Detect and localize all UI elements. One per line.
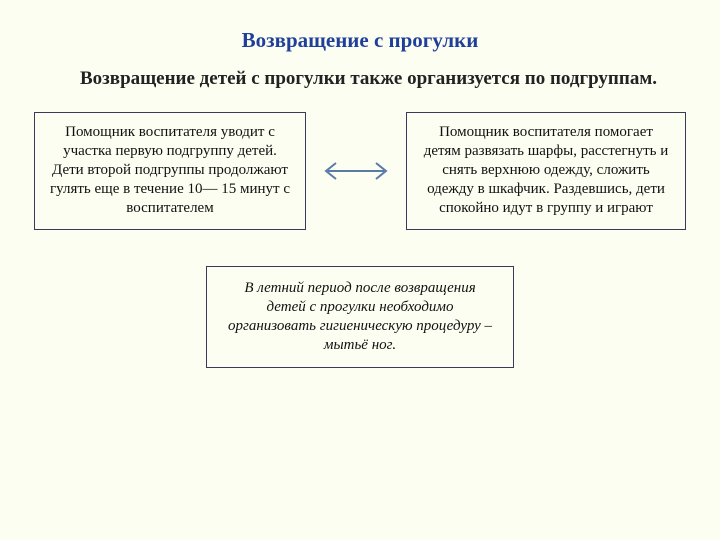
box-bottom: В летний период после возвращения детей …	[206, 266, 514, 369]
arrow-double	[320, 157, 392, 185]
flow-row: Помощник воспитателя уводит с участка пе…	[0, 112, 720, 230]
bottom-row: В летний период после возвращения детей …	[0, 266, 720, 369]
page-subtitle: Возвращение детей с прогулки также орган…	[0, 67, 720, 112]
box-left: Помощник воспитателя уводит с участка пе…	[34, 112, 306, 230]
page-title: Возвращение с прогулки	[0, 0, 720, 67]
box-right: Помощник воспитателя помогает детям разв…	[406, 112, 686, 230]
